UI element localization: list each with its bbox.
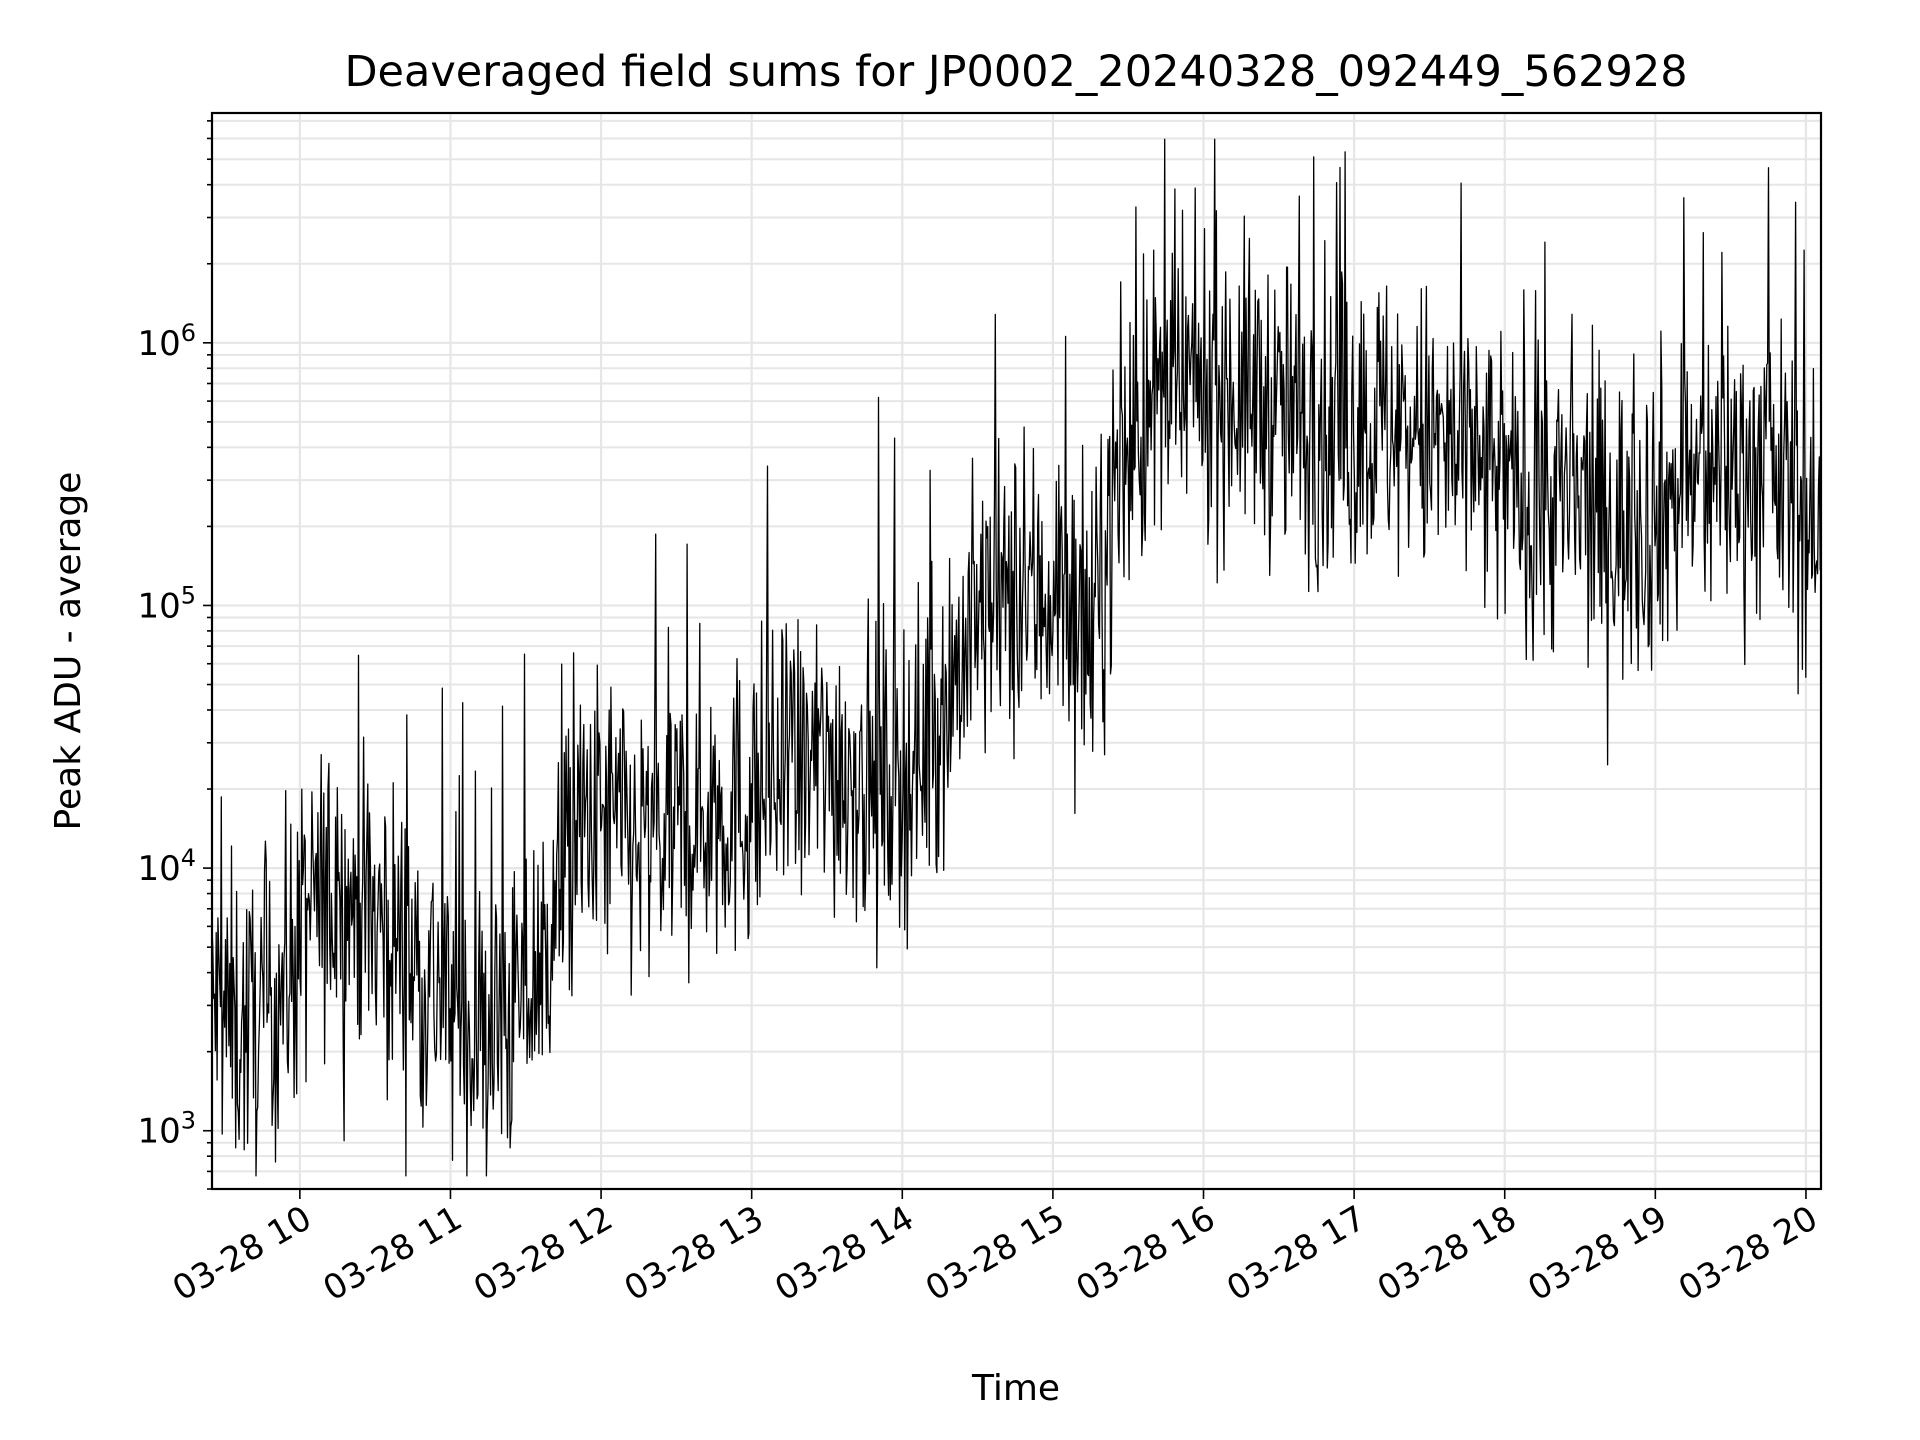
y-tick-base: 10 <box>137 849 180 889</box>
y-tick-exponent: 4 <box>181 844 196 872</box>
y-tick-label: 105 <box>137 581 196 626</box>
y-tick-label: 103 <box>137 1107 196 1152</box>
y-tick-exponent: 5 <box>181 581 196 609</box>
series-line <box>211 138 1822 1177</box>
plot-area <box>211 138 1822 1177</box>
x-axis-title: Time <box>971 1368 1060 1409</box>
y-tick-exponent: 6 <box>181 319 196 347</box>
y-tick-base: 10 <box>137 1112 180 1152</box>
y-tick-base: 10 <box>137 324 180 364</box>
plot-frame <box>210 111 1823 1191</box>
y-tick-label: 106 <box>137 319 196 364</box>
y-tick-label: 104 <box>137 844 196 889</box>
y-tick-exponent: 3 <box>181 1107 196 1135</box>
y-axis-title: Peak ADU - average <box>48 472 89 831</box>
y-tick-base: 10 <box>137 586 180 626</box>
chart-title: Deaveraged field sums for JP0002_2024032… <box>344 47 1687 97</box>
